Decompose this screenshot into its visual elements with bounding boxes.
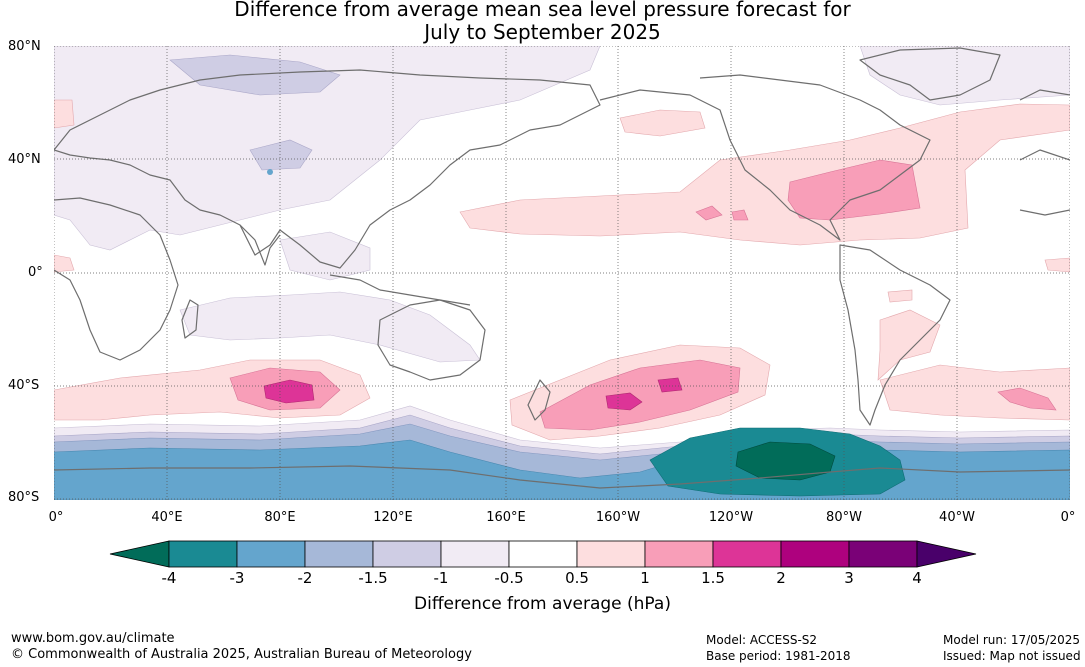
colorbar-box: [576, 540, 646, 568]
colorbar-box: [236, 540, 306, 568]
colorbar-tick-label: -1: [433, 569, 449, 587]
colorbar-tick-label: -0.5: [494, 569, 524, 587]
anomaly-north-atlantic-edge: [54, 99, 75, 129]
colorbar-tick-label: -3: [229, 569, 245, 587]
anomaly-maritime-light-purple: [279, 231, 371, 281]
lon-label-0-left: 0°: [48, 510, 64, 525]
colorbar-tick-label: 3: [844, 569, 854, 587]
anomaly-south-pacific-medium-pink: [539, 359, 741, 431]
anomaly-east-pacific-edge: [1044, 257, 1070, 273]
coast-australia: [377, 299, 486, 381]
colorbar-box: [440, 540, 510, 568]
colorbar-box: [304, 540, 374, 568]
anomaly-south-pacific-magenta-2: [657, 377, 683, 393]
colorbar-box: [848, 540, 918, 568]
coastlines: [54, 47, 1070, 489]
lat-label-80n: 80°N: [8, 39, 41, 54]
lon-label-40w: 40°W: [939, 510, 975, 525]
colorbar-tick-label: -4: [161, 569, 177, 587]
lon-label-120w: 120°W: [708, 510, 754, 525]
colorbar-tick-label: -1.5: [358, 569, 388, 587]
title-line-1: Difference from average mean sea level p…: [234, 0, 851, 21]
colorbar-low-extend: [109, 540, 170, 568]
coast-eurasia: [54, 69, 601, 269]
coast-madagascar: [181, 299, 199, 339]
coast-maritime: [329, 274, 471, 306]
colorbar-box: [168, 540, 238, 568]
map-title: Difference from average mean sea level p…: [0, 0, 1085, 44]
coast-south-america: [839, 244, 951, 426]
coast-new-zealand: [527, 379, 551, 421]
anomaly-north-pacific-pink: [459, 103, 1070, 246]
coast-greenland: [859, 47, 1001, 101]
lon-label-160e: 160°E: [486, 510, 526, 525]
anomaly-south-america-pink: [887, 289, 913, 303]
colorbar-boxes: [168, 540, 918, 568]
colorbar-tick-label: 1: [640, 569, 650, 587]
anomaly-south-pacific-magenta-1: [605, 392, 643, 411]
colorbar-tick-label: -2: [297, 569, 313, 587]
lon-label-80e: 80°E: [264, 510, 296, 525]
colorbar-tick-label: 1.5: [701, 569, 725, 587]
anomaly-siberia-lilac: [169, 54, 341, 96]
lon-label-0-right: 0°: [1060, 510, 1076, 525]
anomaly-africa-edge: [54, 254, 75, 273]
lat-label-equator: 0°: [28, 265, 43, 280]
anomaly-eurasia-light-purple: [54, 46, 601, 251]
coast-africa: [54, 197, 179, 361]
lat-label-80s: 80°S: [8, 490, 40, 505]
anomaly-us-medium-pink: [787, 159, 921, 221]
colorbar-box: [644, 540, 714, 568]
lat-label-40n: 40°N: [8, 152, 41, 167]
colorbar-box: [372, 540, 442, 568]
coast-india: [239, 224, 281, 266]
coast-europe: [1019, 89, 1070, 216]
anomaly-us-medium-pink-2: [695, 205, 723, 221]
colorbar-box: [712, 540, 782, 568]
title-line-2: July to September 2025: [424, 20, 661, 44]
footer-model-run: Model run: 17/05/2025: [943, 633, 1081, 647]
colorbar-title: Difference from average (hPa): [414, 594, 671, 614]
map-area: [54, 46, 1070, 500]
colorbar-tick-label: 0.5: [565, 569, 589, 587]
colorbar: [109, 540, 977, 568]
lat-label-40s: 40°S: [8, 378, 40, 393]
footer-url: www.bom.gov.au/climate: [11, 631, 175, 646]
coast-antarctica: [54, 465, 1070, 489]
lon-label-120e: 120°E: [373, 510, 413, 525]
footer-issued: Issued: Map not issued: [943, 649, 1081, 663]
colorbar-tick-label: 2: [776, 569, 786, 587]
anomaly-greenland-light-purple: [859, 46, 1070, 106]
colorbar-high-extend: [916, 540, 977, 568]
colorbar-box: [780, 540, 850, 568]
anomaly-north-pacific-pink-2: [619, 109, 706, 137]
colorbar-tick-label: 4: [912, 569, 922, 587]
lon-label-40e: 40°E: [151, 510, 183, 525]
gridlines: [54, 46, 1070, 500]
anomaly-south-atlantic-medium-pink: [997, 387, 1057, 411]
anomaly-south-america-pink-2: [877, 309, 941, 381]
footer-copyright: © Commonwealth of Australia 2025, Austra…: [11, 647, 472, 662]
footer-base-period: Base period: 1981-2018: [706, 649, 851, 663]
anomaly-small-blue-spot: [267, 169, 273, 175]
lon-label-160w: 160°W: [595, 510, 641, 525]
anomaly-us-medium-pink-3: [731, 209, 749, 221]
coast-north-america: [599, 74, 931, 241]
footer-model: Model: ACCESS-S2: [706, 633, 818, 647]
colorbar-box: [508, 540, 578, 568]
lon-label-80w: 80°W: [826, 510, 862, 525]
anomaly-south-atlantic-pink: [879, 364, 1070, 421]
